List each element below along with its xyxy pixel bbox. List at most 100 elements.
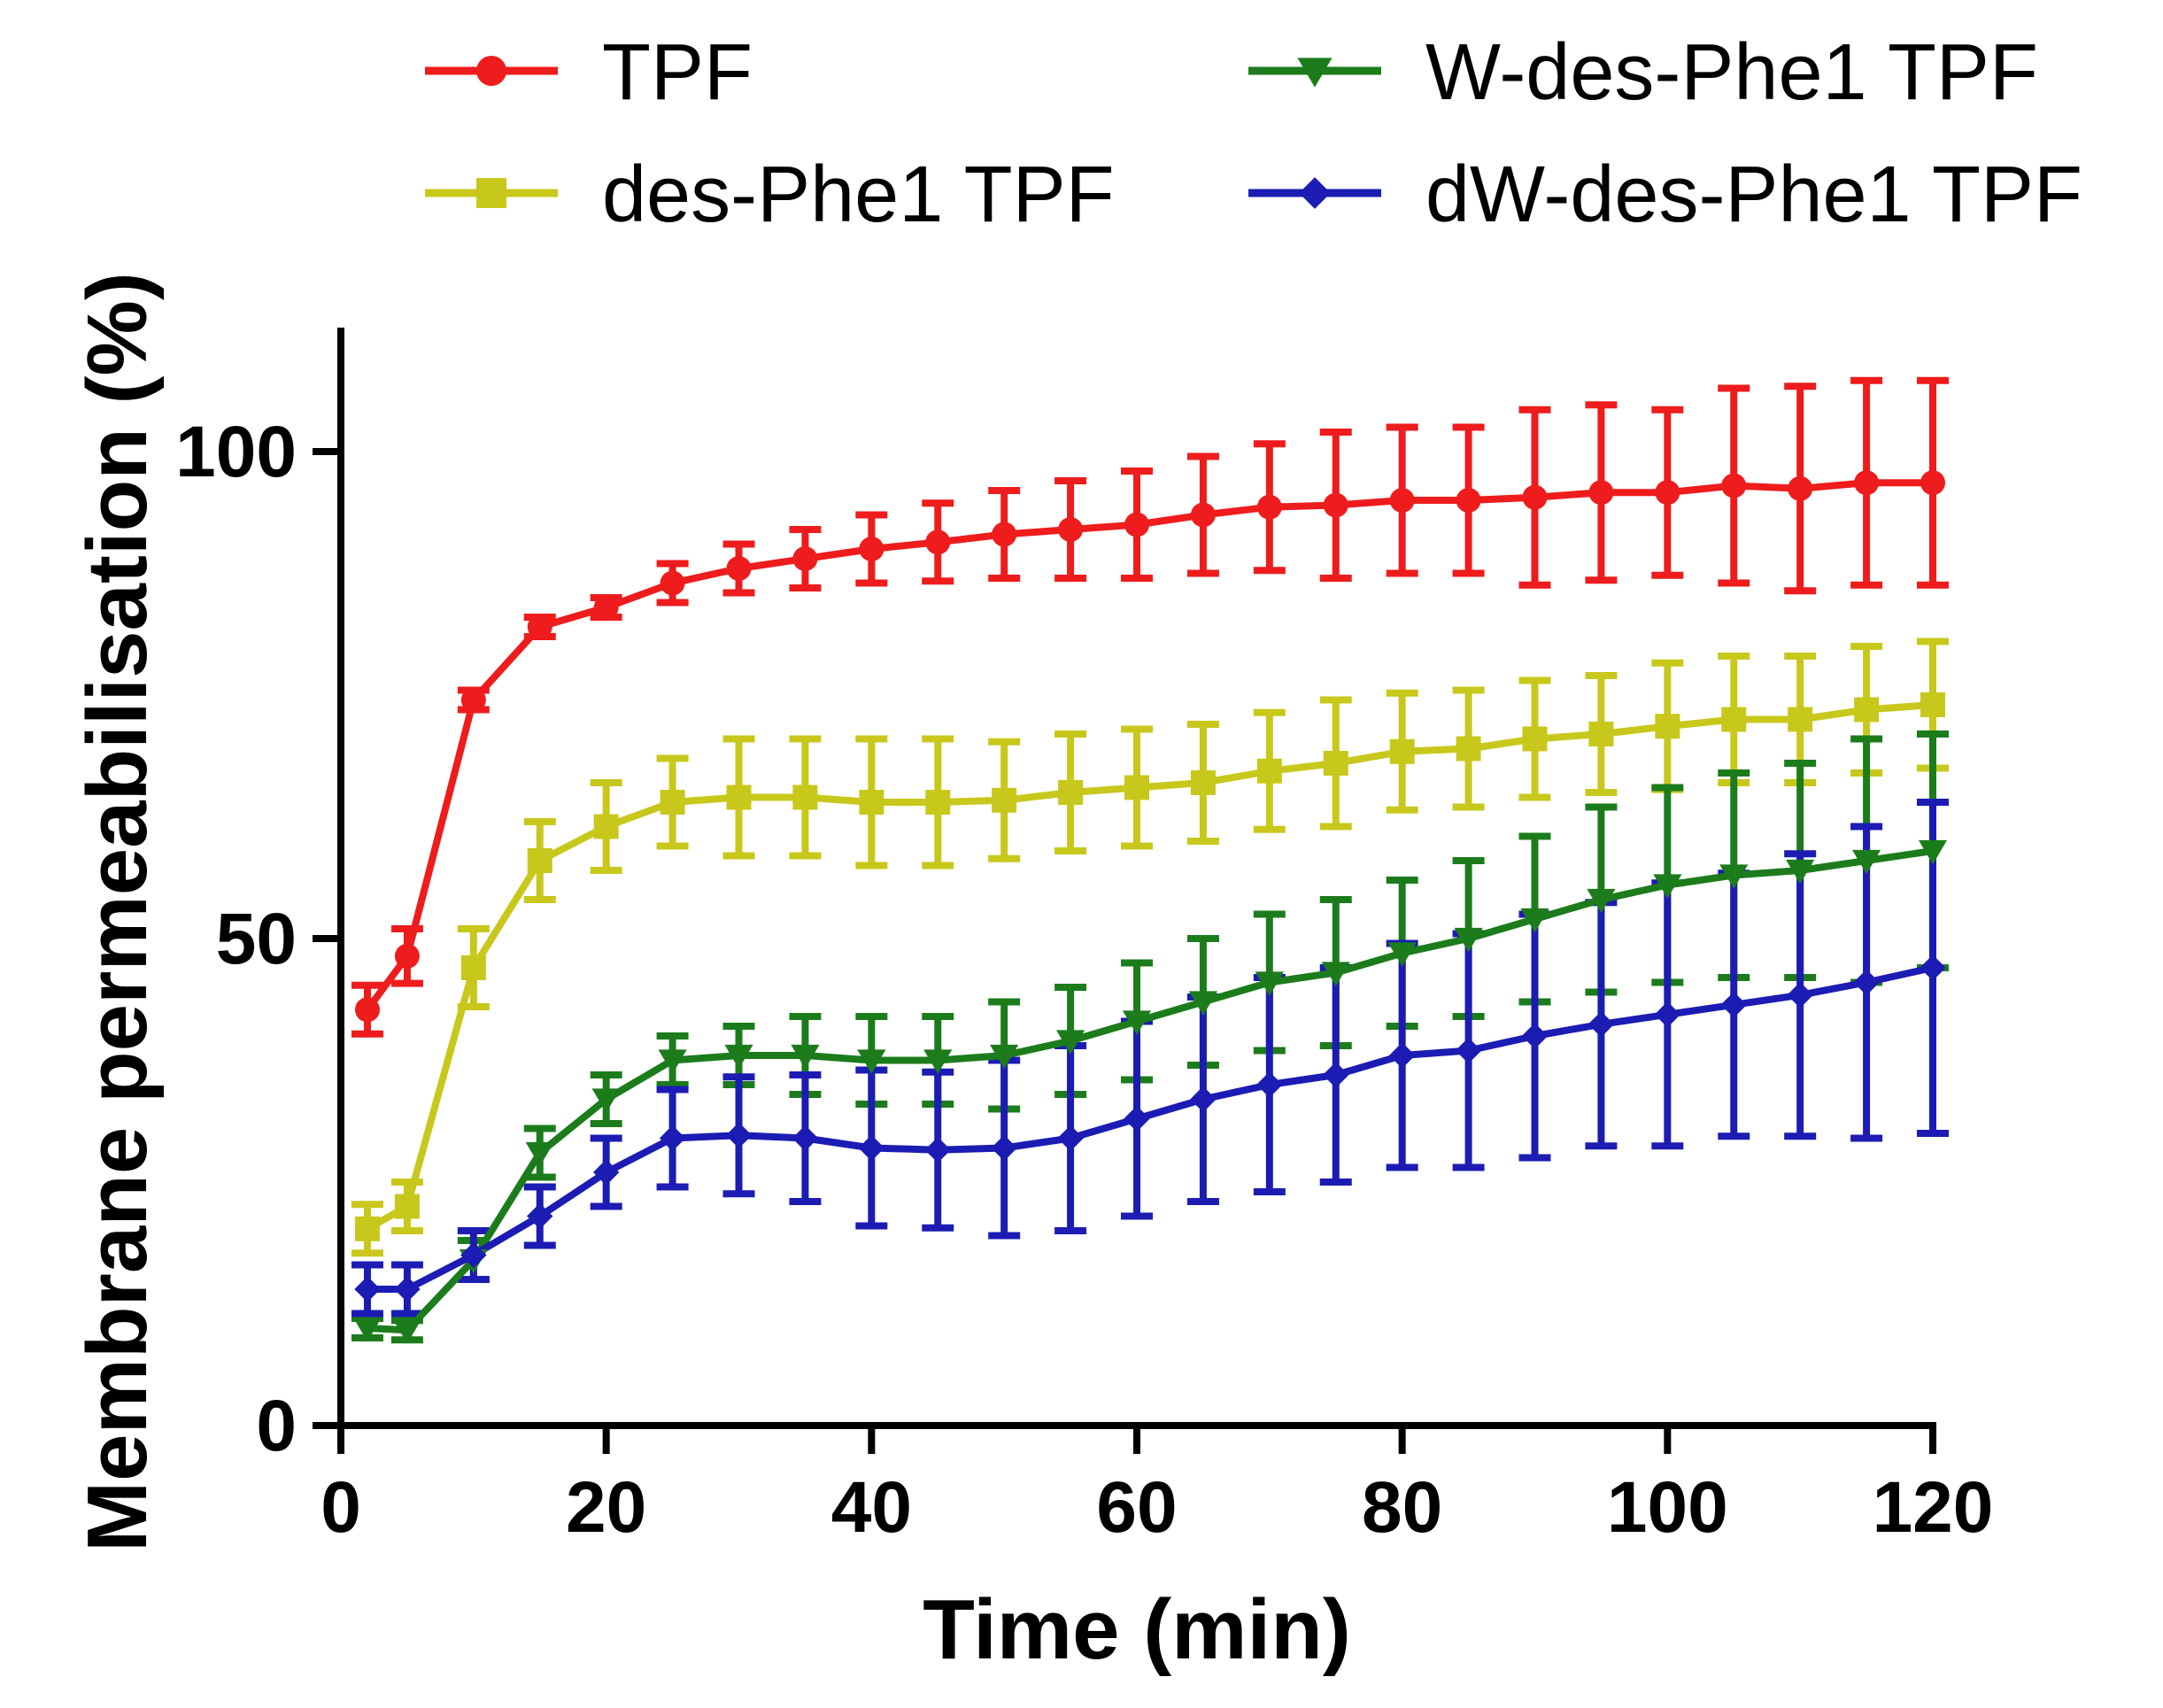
w-des-phe1-tpf-data-point [1055,1030,1085,1055]
tpf-data-point [792,546,818,571]
tpf-data-point [925,529,951,555]
y-tick-label: 100 [175,412,297,492]
tpf-data-point [1456,488,1481,513]
des-phe1-tpf-data-point [1256,758,1282,784]
w-des-phe1-tpf-data-point [1520,908,1549,933]
tpf-data-point [1854,470,1880,496]
tpf-data-point [527,614,552,639]
w-des-phe1-tpf-data-point [1719,864,1749,889]
tpf-series-line [364,479,1933,1012]
w-des-phe1-tpf-data-point [1122,1010,1152,1035]
x-tick-label: 20 [566,1467,646,1548]
tpf-data-point [1588,480,1614,506]
des-phe1-tpf-data-point [859,790,885,815]
dw-des-phe1-tpf-data-point [1720,992,1747,1018]
w-des-phe1-tpf-data-point [1786,859,1815,885]
legend-swatch-marker-w-des-phe1-tpf [1297,58,1333,88]
dw-des-phe1-tpf-data-point [460,1241,487,1269]
x-axis-title: Time (min) [923,1582,1351,1677]
des-phe1-tpf-data-point [1456,736,1481,761]
y-tick-label: 0 [256,1386,297,1466]
des-phe1-tpf-data-point [394,1194,420,1219]
legend-label-w-des-phe1-tpf: W-des-Phe1 TPF [1425,28,2038,117]
dw-des-phe1-tpf-data-point [1190,1086,1217,1113]
des-phe1-tpf-data-point [1190,770,1216,795]
des-phe1-tpf-data-point [992,787,1017,813]
tpf-data-point [1389,488,1415,513]
des-phe1-tpf-data-point [1323,751,1348,776]
w-des-phe1-tpf-data-point [791,1044,820,1070]
dw-des-phe1-tpf-data-point [1521,1023,1549,1049]
dw-des-phe1-tpf-data-point [1853,969,1880,996]
error-bars-layer [351,376,1949,1344]
des-phe1-tpf-data-point [1124,775,1149,800]
y-axis-title: Membrane permeabilisation (%) [70,272,165,1552]
tpf-data-point [1920,470,1945,496]
des-phe1-tpf-data-point [1655,714,1680,739]
tpf-data-point [1256,494,1282,520]
des-phe1-tpf-data-point [354,1216,380,1241]
dw-des-phe1-tpf-data-point [792,1124,819,1152]
w-des-phe1-tpf-data-point [591,1088,621,1113]
dw-des-phe1-tpf-data-point [659,1124,686,1152]
legend-swatch-marker-tpf [476,56,506,86]
x-tick-label: 40 [831,1467,912,1548]
w-des-phe1-tpf-data-point [392,1319,422,1344]
dw-des-phe1-tpf-data-point [394,1276,421,1302]
des-phe1-tpf-data-point [1721,707,1747,732]
dw-des-phe1-tpf-data-point [527,1202,553,1230]
w-des-phe1-tpf-data-point [1188,991,1218,1016]
des-phe1-tpf-data-point [1389,738,1415,764]
w-des-phe1-tpf-data-point [1321,962,1350,986]
w-des-phe1-tpf-data-point [1918,839,1948,865]
legend-item-w-des-phe1-tpf: W-des-Phe1 TPF [1248,28,2038,117]
x-tick-label: 100 [1607,1467,1728,1548]
tpf-data-point [354,997,380,1023]
des-phe1-tpf-data-point [527,848,552,873]
tpf-data-point [460,687,486,713]
dw-des-phe1-tpf-data-point [1920,954,1946,981]
legend-label-tpf: TPF [602,28,753,117]
dw-des-phe1-tpf-data-point [1654,1001,1681,1028]
y-tick-label: 50 [216,899,297,979]
w-des-phe1-tpf-data-point [990,1044,1019,1070]
w-des-phe1-tpf-data-point [923,1049,953,1074]
dw-des-phe1-tpf-data-point [1256,1071,1283,1098]
tpf-data-point [1721,473,1747,498]
w-des-phe1-tpf-data-point [1653,874,1682,899]
tpf-data-point [1058,517,1084,542]
legend-label-des-phe1-tpf: des-Phe1 TPF [602,151,1115,239]
dw-des-phe1-tpf-data-point [1057,1124,1084,1152]
legend: TPF des-Phe1 TPF W-des-Phe1 TPF dW-des-Phe1… [425,28,2082,239]
w-des-phe1-tpf-data-point [1587,888,1616,914]
tpf-data-point [1522,484,1548,510]
tpf-data-point [859,537,885,561]
w-des-phe1-tpf-data-point [1255,971,1284,996]
legend-item-des-phe1-tpf: des-Phe1 TPF [425,151,1115,239]
dw-des-phe1-tpf-data-point [1388,1042,1416,1069]
tpf-data-point [1788,475,1813,501]
w-des-phe1-tpf-data-point [857,1049,886,1074]
tpf-data-point [1323,492,1348,518]
dw-des-phe1-tpf-data-point [592,1159,620,1186]
dw-des-phe1-tpf-data-point [1787,982,1813,1009]
dw-des-phe1-tpf-data-point [1455,1037,1482,1064]
tpf-data-point [394,943,420,969]
des-phe1-tpf-data-point [1058,780,1084,805]
w-des-phe1-tpf-data-point [1387,942,1417,967]
tpf-data-point [1124,512,1149,537]
des-phe1-tpf-data-point [792,784,818,810]
x-tick-label: 60 [1096,1467,1177,1548]
des-phe1-tpf-data-point [460,955,486,980]
des-phe1-tpf-data-point [726,784,752,810]
des-phe1-tpf-data-point [1854,697,1880,723]
des-phe1-tpf-data-point [1588,722,1614,746]
tpf-data-point [992,522,1017,547]
dw-des-phe1-tpf-data-point [725,1122,753,1148]
tpf-data-point [1655,480,1680,506]
tpf-data-point [1190,502,1216,528]
des-phe1-tpf-data-point [925,790,951,815]
w-des-phe1-tpf-data-point [658,1049,687,1074]
